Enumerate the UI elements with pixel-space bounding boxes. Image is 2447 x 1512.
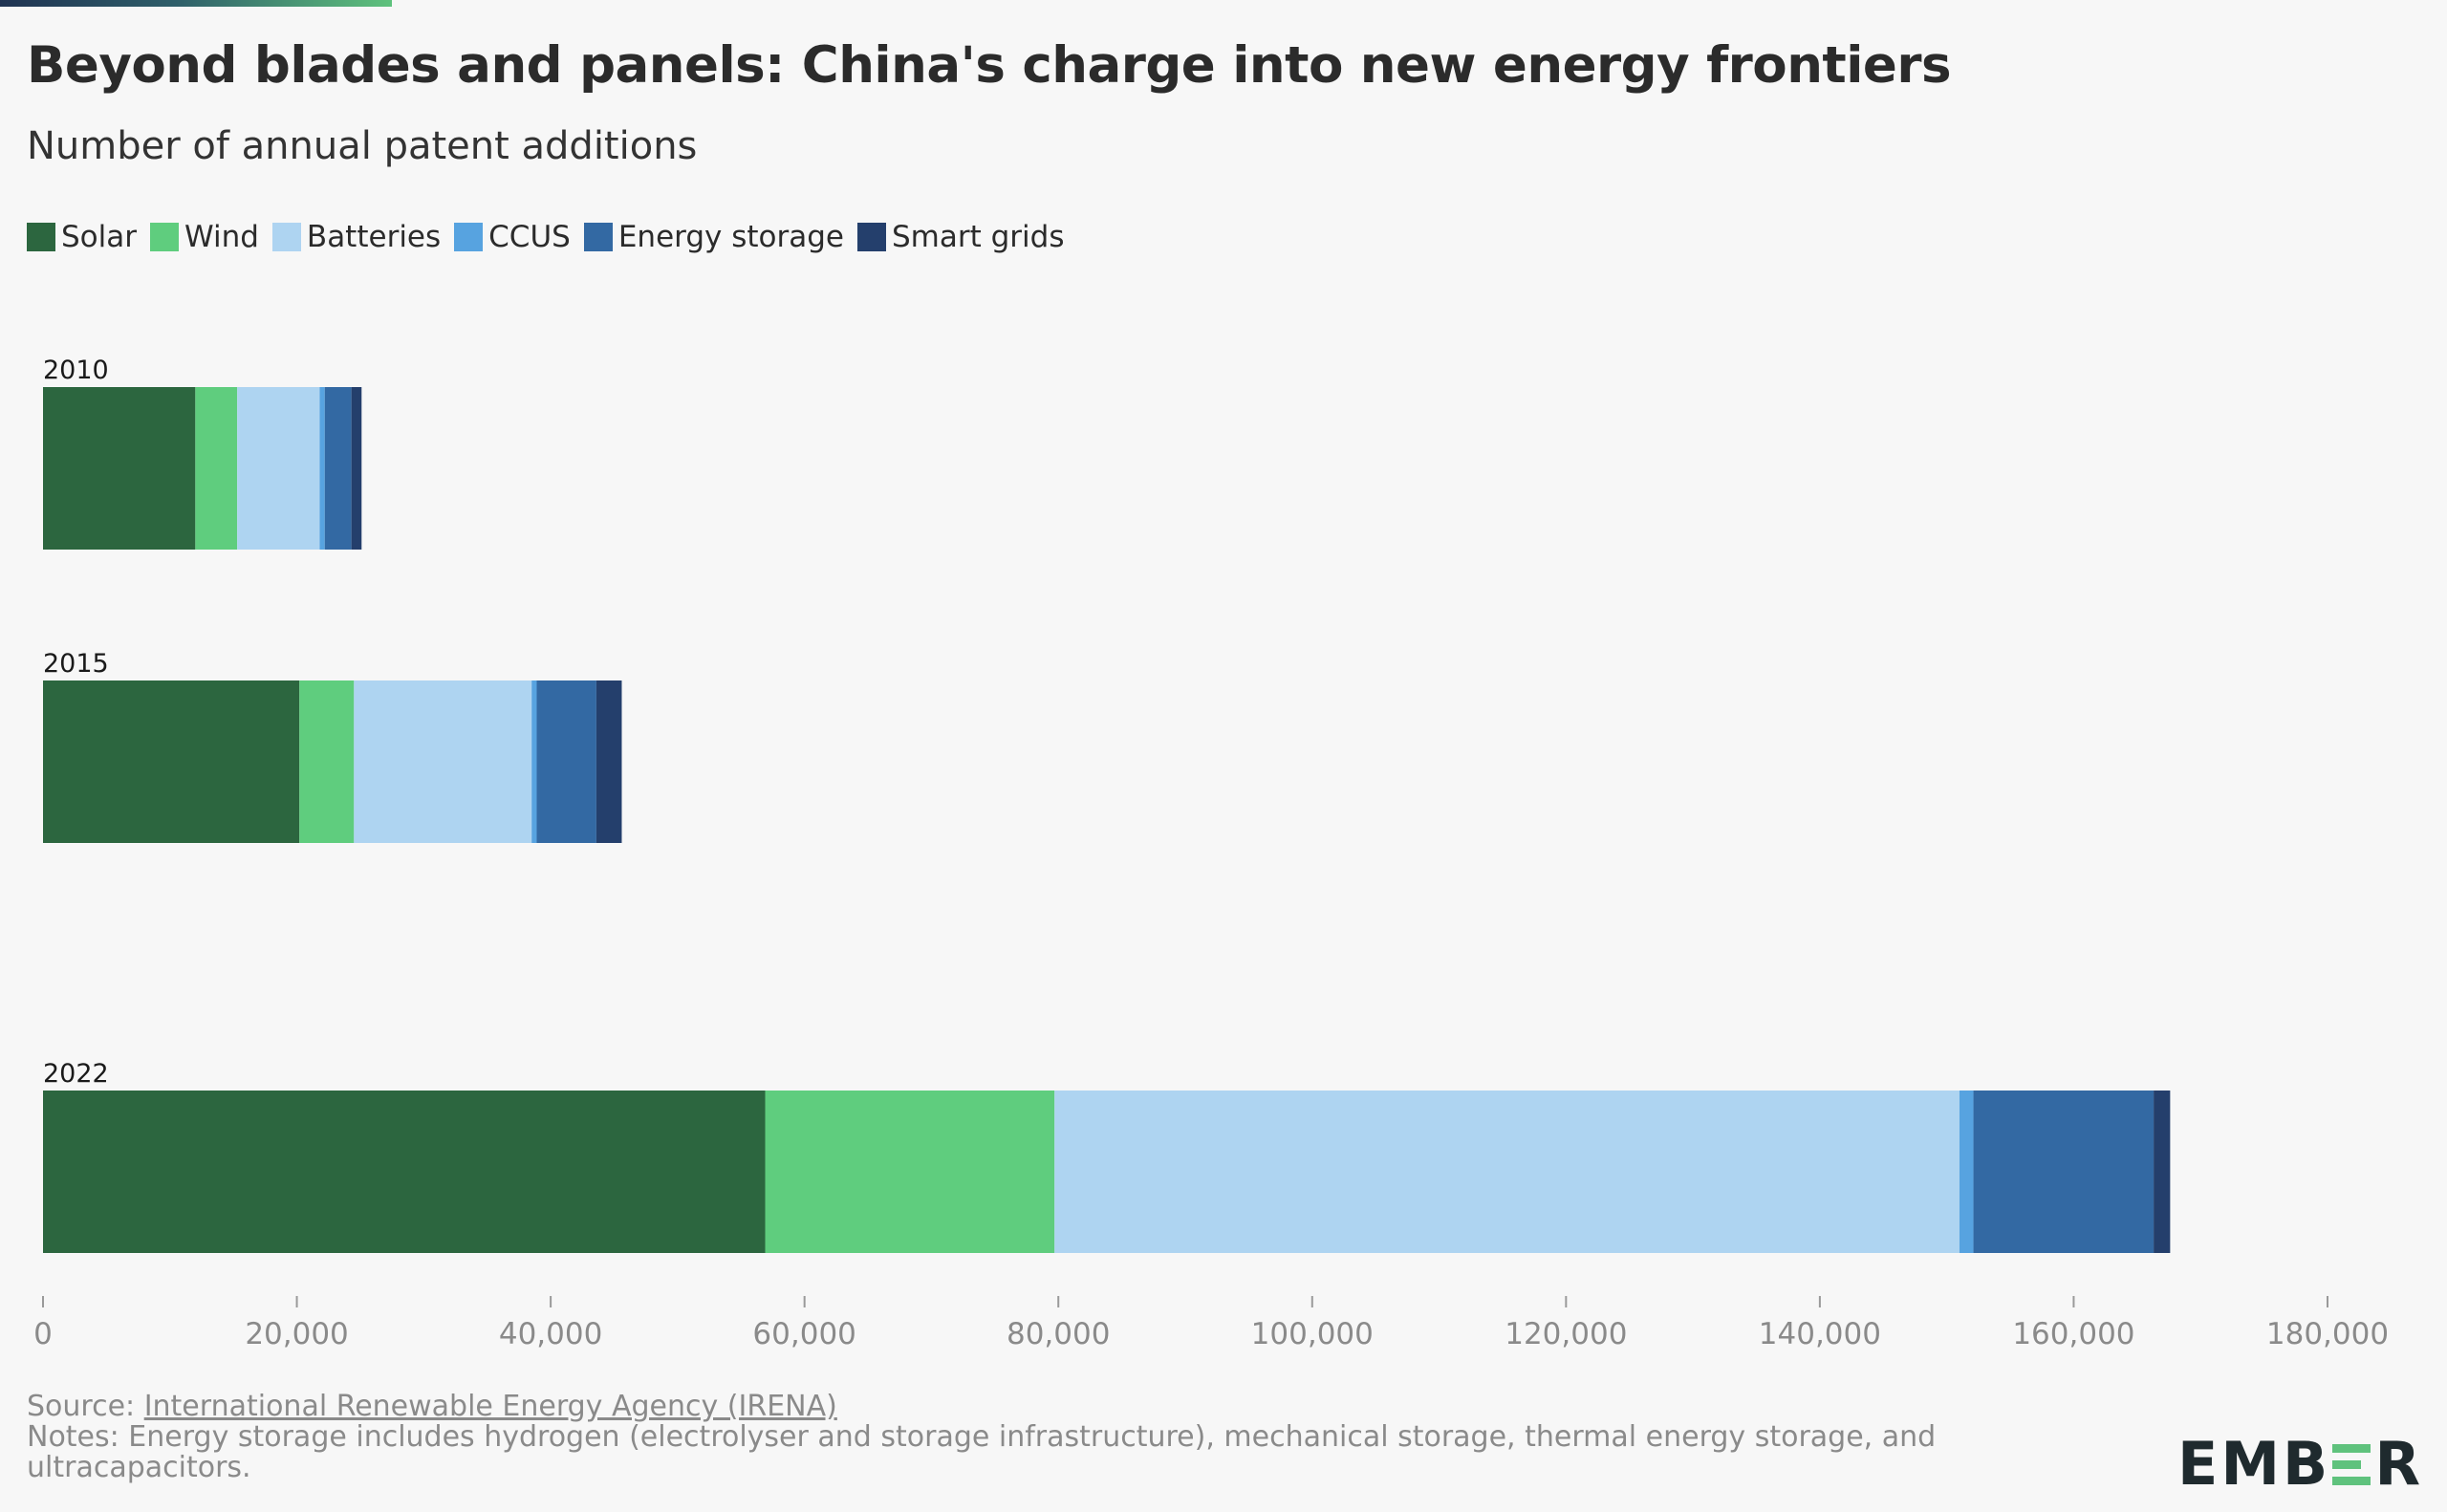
x-tick-label: 80,000 — [1007, 1317, 1110, 1351]
stacked-bar-chart: 2010 2015 2022 0 20,000 40,000 60,000 80,000 10… — [33, 356, 2389, 1351]
bars-group: 2010 2015 2022 — [43, 356, 2171, 1253]
legend-label-wind: Wind — [184, 220, 259, 254]
legend-label-smart-grids: Smart grids — [891, 220, 1065, 254]
source-line: Source: International Renewable Energy A… — [27, 1392, 1958, 1422]
legend-item-energy-storage[interactable]: Energy storage — [583, 220, 844, 254]
category-label-2010: 2010 — [43, 356, 109, 385]
bar-2022-solar[interactable] — [43, 1091, 766, 1253]
legend-swatch-batteries — [271, 223, 301, 251]
top-accent-bar — [0, 0, 392, 7]
legend-swatch-smart-grids — [856, 223, 886, 251]
bar-2022-ccus[interactable] — [1959, 1091, 1974, 1253]
x-tick-label: 180,000 — [2266, 1317, 2389, 1351]
bar-2015-smart-grids[interactable] — [596, 680, 622, 843]
bar-2015-solar[interactable] — [43, 680, 300, 843]
bar-2015-ccus[interactable] — [531, 680, 537, 843]
bar-2022-wind[interactable] — [765, 1091, 1055, 1253]
bar-2022-energy-storage[interactable] — [1973, 1091, 2155, 1253]
x-tick-label: 120,000 — [1505, 1317, 1627, 1351]
footer: Source: International Renewable Energy A… — [27, 1392, 1958, 1483]
legend-item-ccus[interactable]: CCUS — [454, 220, 571, 254]
x-axis-group: 0 20,000 40,000 60,000 80,000 100,000 120,000 1… — [33, 1296, 2389, 1351]
legend-label-ccus: CCUS — [488, 220, 571, 254]
category-label-2015: 2015 — [43, 649, 109, 679]
bar-2015-wind[interactable] — [299, 680, 355, 843]
ember-logo: EMB R — [2177, 1429, 2423, 1499]
bar-2010-smart-grids[interactable] — [351, 387, 362, 550]
x-tick-label: 0 — [33, 1317, 53, 1351]
bar-2010-solar[interactable] — [43, 387, 196, 550]
chart-title: Beyond blades and panels: China's charge… — [27, 36, 1952, 95]
legend-swatch-wind — [150, 223, 179, 251]
legend-item-batteries[interactable]: Batteries — [271, 220, 442, 254]
x-tick-label: 60,000 — [752, 1317, 855, 1351]
legend-item-smart-grids[interactable]: Smart grids — [856, 220, 1065, 254]
notes-text: Notes: Energy storage includes hydrogen … — [27, 1420, 1937, 1484]
source-prefix: Source: — [27, 1390, 144, 1423]
x-tick-label: 20,000 — [245, 1317, 348, 1351]
legend-label-batteries: Batteries — [306, 220, 442, 254]
logo-text-left: EMB — [2177, 1429, 2331, 1499]
x-tick-label: 40,000 — [499, 1317, 602, 1351]
logo-e-mark-icon — [2332, 1442, 2372, 1486]
legend-swatch-ccus — [454, 223, 484, 251]
legend-swatch-solar — [27, 223, 55, 251]
legend-label-solar: Solar — [61, 220, 137, 254]
source-link[interactable]: International Renewable Energy Agency (I… — [143, 1390, 837, 1423]
bar-2010-batteries[interactable] — [237, 387, 320, 550]
bar-2022-batteries[interactable] — [1054, 1091, 1960, 1253]
legend-item-wind[interactable]: Wind — [150, 220, 259, 254]
x-tick-label: 160,000 — [2012, 1317, 2134, 1351]
legend-swatch-energy-storage — [583, 223, 613, 251]
bar-2010-energy-storage[interactable] — [324, 387, 352, 550]
x-tick-label: 140,000 — [1759, 1317, 1881, 1351]
x-tick-label: 100,000 — [1251, 1317, 1374, 1351]
legend-label-energy-storage: Energy storage — [617, 220, 844, 254]
category-label-2022: 2022 — [43, 1059, 109, 1089]
legend-item-solar[interactable]: Solar — [27, 220, 137, 254]
bar-2015-batteries[interactable] — [354, 680, 532, 843]
bar-2010-ccus[interactable] — [319, 387, 325, 550]
chart-subtitle: Number of annual patent additions — [27, 124, 698, 168]
bar-2022-smart-grids[interactable] — [2154, 1091, 2171, 1253]
bar-2010-wind[interactable] — [195, 387, 238, 550]
legend: Solar Wind Batteries CCUS Energy storage… — [27, 220, 1077, 254]
bar-2015-energy-storage[interactable] — [536, 680, 596, 843]
logo-text-right: R — [2374, 1429, 2424, 1499]
